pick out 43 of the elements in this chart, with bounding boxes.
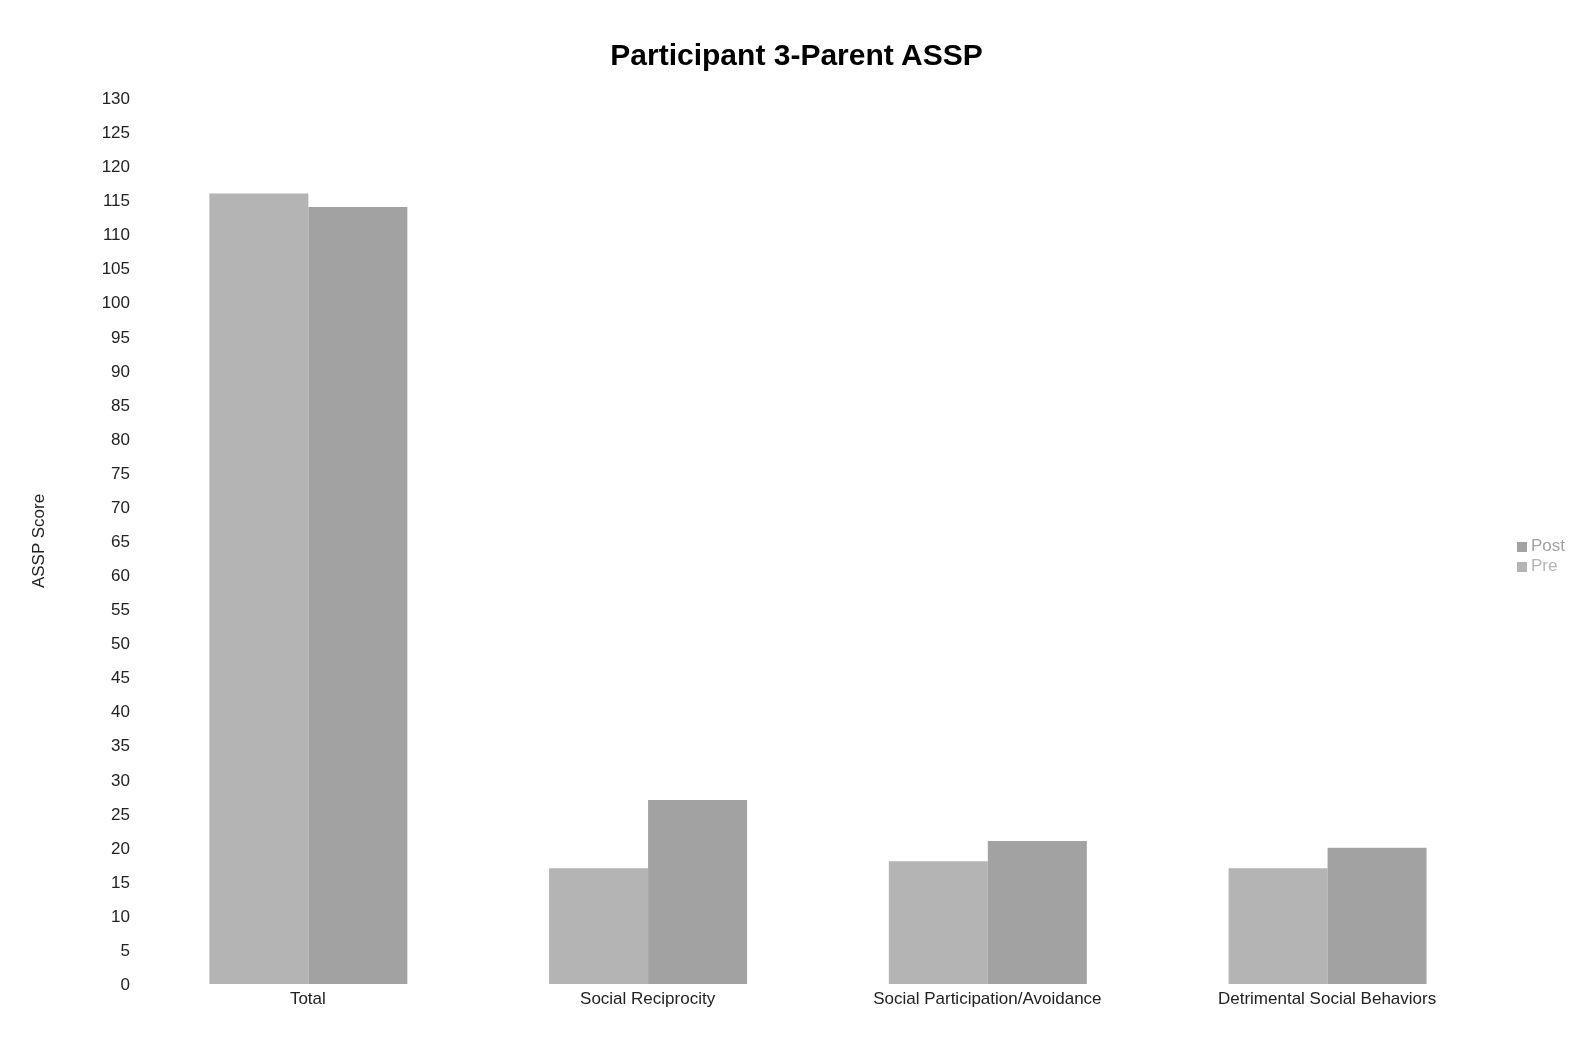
bar [1327,847,1427,984]
y-tick-label: 65 [111,532,130,552]
y-tick-label: 95 [111,327,130,347]
chart-title: Participant 3-Parent ASSP [609,38,984,73]
y-tick-label: 20 [111,838,130,858]
y-tick-label: 115 [102,191,130,211]
legend-label: Pre [1530,556,1558,575]
y-tick-label: 75 [111,463,130,483]
y-tick-label: 55 [111,600,130,620]
y-tick-label: 125 [101,123,130,143]
y-tick-label: 90 [111,361,130,381]
legend-label: Post [1530,536,1565,555]
y-tick-label: 35 [111,736,130,756]
y-tick-label: 80 [111,429,130,449]
y-tick-label: 45 [111,668,130,688]
bar [1228,868,1328,984]
y-tick-label: 105 [101,259,130,279]
y-tick-label: 110 [102,225,130,245]
bar [549,868,649,984]
y-axis-title: ASSP Score [29,493,49,589]
y-tick-label: 70 [111,497,130,517]
x-tick-label: Detrimental Social Behaviors [1217,989,1437,1009]
x-tick-label: Social Participation/Avoidance [873,989,1102,1009]
bar [987,840,1087,984]
y-tick-label: 85 [111,395,130,415]
x-tick-label: Total [289,989,326,1009]
y-tick-label: 15 [111,872,130,892]
bar [209,193,309,984]
y-tick-label: 130 [101,89,130,109]
y-tick-label: 40 [111,702,130,722]
bar [648,799,748,984]
bar [308,207,408,984]
x-tick-label: Social Reciprocity [580,989,716,1009]
y-tick-label: 10 [111,906,130,926]
y-tick-label: 120 [101,157,130,177]
y-tick-label: 100 [101,293,130,313]
y-tick-label: 60 [111,566,130,586]
y-tick-label: 30 [111,770,130,790]
y-tick-label: 0 [120,975,130,995]
y-tick-label: 50 [111,634,130,654]
y-tick-label: 25 [111,804,130,824]
y-tick-label: 5 [120,940,130,960]
bar [888,861,988,984]
